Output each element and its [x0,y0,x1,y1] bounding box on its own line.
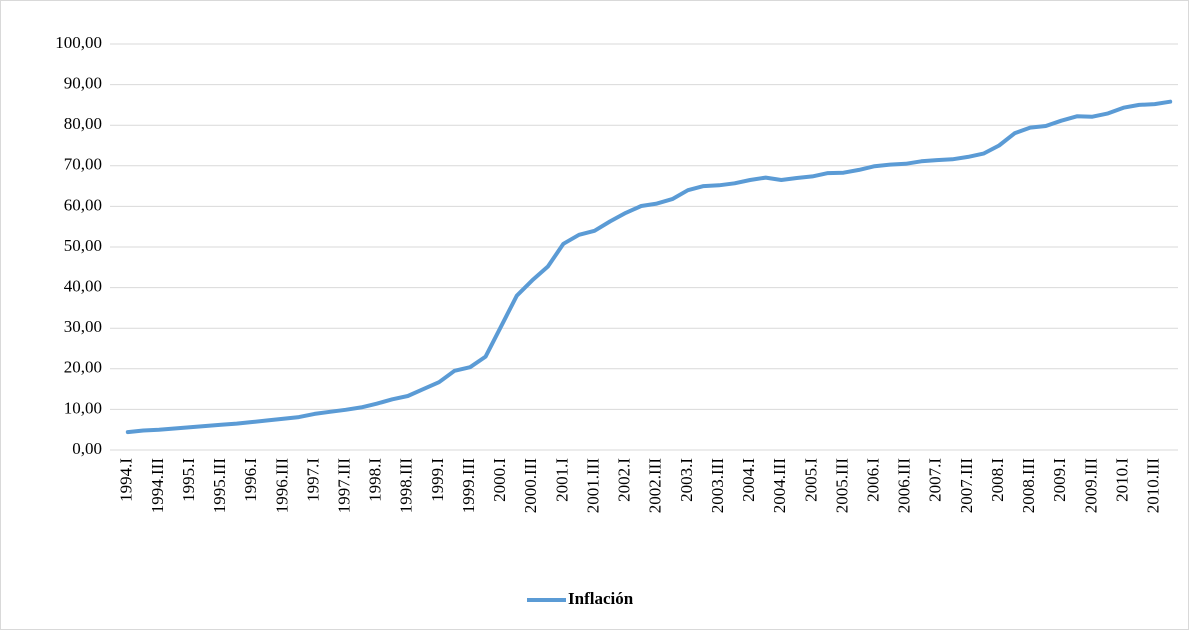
x-tick-label: 1999.III [459,458,478,514]
x-tick-label: 2010.III [1144,458,1163,514]
x-tick-label: 2001.I [552,458,571,502]
x-tick-label: 1994.I [117,458,136,502]
x-tick-label: 2007.III [957,458,976,514]
y-tick-label: 30,00 [64,317,102,336]
x-tick-label: 2000.III [521,458,540,514]
y-tick-label: 80,00 [64,114,102,133]
x-tick-label: 2009.III [1081,458,1100,514]
x-tick-label: 1997.I [303,458,322,502]
x-tick-label: 2005.III [832,458,851,514]
x-tick-label: 1995.I [179,458,198,502]
x-tick-label: 1998.III [397,458,416,514]
line-series [125,99,1173,435]
x-tick-label: 2009.I [1050,458,1069,502]
x-tick-label: 2004.I [739,458,758,502]
y-tick-label: 70,00 [64,155,102,174]
x-tick-label: 2006.I [864,458,883,502]
y-tick-label: 90,00 [64,74,102,93]
x-tick-label: 2002.I [615,458,634,502]
y-tick-label: 0,00 [72,439,102,458]
x-tick-label: 1997.III [335,458,354,514]
x-tick-label: 1999.I [428,458,447,502]
x-tick-label: 2004.III [770,458,789,514]
x-tick-label: 2006.III [895,458,914,514]
y-tick-label: 40,00 [64,277,102,296]
x-tick-label: 2007.I [926,458,945,502]
x-tick-label: 1996.III [272,458,291,514]
x-tick-label: 2008.I [988,458,1007,502]
x-tick-label: 1998.I [366,458,385,502]
y-tick-label: 20,00 [64,358,102,377]
y-tick-label: 50,00 [64,236,102,255]
x-tick-label: 1994.III [148,458,167,514]
x-tick-label: 2010.I [1112,458,1131,502]
x-tick-label: 2002.III [646,458,665,514]
x-tick-label: 1995.III [210,458,229,514]
x-tick-label: 2003.I [677,458,696,502]
y-tick-label: 10,00 [64,398,102,417]
x-tick-label: 2005.I [801,458,820,502]
y-tick-label: 100,00 [55,33,102,52]
x-tick-label: 2001.III [583,458,602,514]
x-tick-label: 2000.I [490,458,509,502]
x-tick-label: 2008.III [1019,458,1038,514]
x-tick-label: 1996.I [241,458,260,502]
legend-label: Inflación [568,589,634,608]
x-tick-label: 2003.III [708,458,727,514]
y-tick-label: 60,00 [64,195,102,214]
